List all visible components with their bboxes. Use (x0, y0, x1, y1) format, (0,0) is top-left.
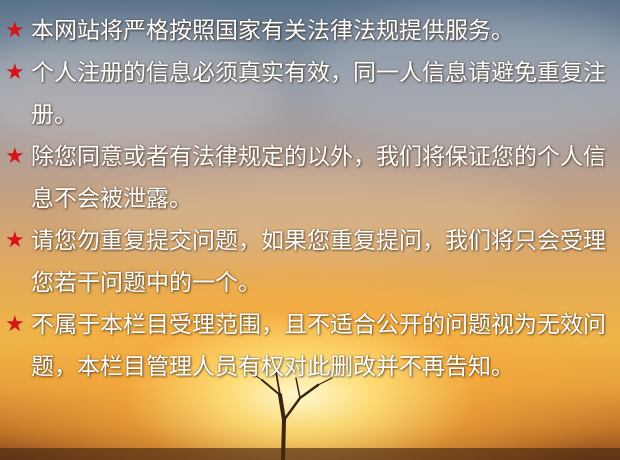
notice-item-5: ★ 不属于本栏目受理范围，且不适合公开的问题视为无效问题，本栏目管理人员有权对此… (0, 304, 620, 388)
red-star-bullet-icon: ★ (5, 144, 25, 169)
notice-item-1: ★ 本网站将严格按照国家有关法律法规提供服务。 (0, 10, 620, 52)
cloud-right (300, 10, 620, 150)
red-star-bullet-icon: ★ (5, 312, 25, 337)
notice-text: 个人注册的信息必须真实有效，同一人信息请避免重复注册。 (31, 60, 606, 128)
red-star-bullet-icon: ★ (5, 60, 25, 85)
notice-item-2: ★ 个人注册的信息必须真实有效，同一人信息请避免重复注册。 (0, 52, 620, 136)
notice-text: 请您勿重复提交问题，如果您重复提问，我们将只会受理您若干问题中的一个。 (31, 228, 606, 296)
cloud-left (0, 30, 290, 150)
notice-item-4: ★ 请您勿重复提交问题，如果您重复提问，我们将只会受理您若干问题中的一个。 (0, 220, 620, 304)
notice-text: 除您同意或者有法律规定的以外，我们将保证您的个人信息不会被泄露。 (31, 144, 606, 212)
notice-text: 不属于本栏目受理范围，且不适合公开的问题视为无效问题，本栏目管理人员有权对此删改… (31, 312, 606, 380)
red-star-bullet-icon: ★ (5, 228, 25, 253)
notice-text: 本网站将严格按照国家有关法律法规提供服务。 (31, 18, 514, 44)
red-star-bullet-icon: ★ (5, 18, 25, 43)
cloud-horizon (80, 170, 540, 260)
notice-item-3: ★ 除您同意或者有法律规定的以外，我们将保证您的个人信息不会被泄露。 (0, 136, 620, 220)
